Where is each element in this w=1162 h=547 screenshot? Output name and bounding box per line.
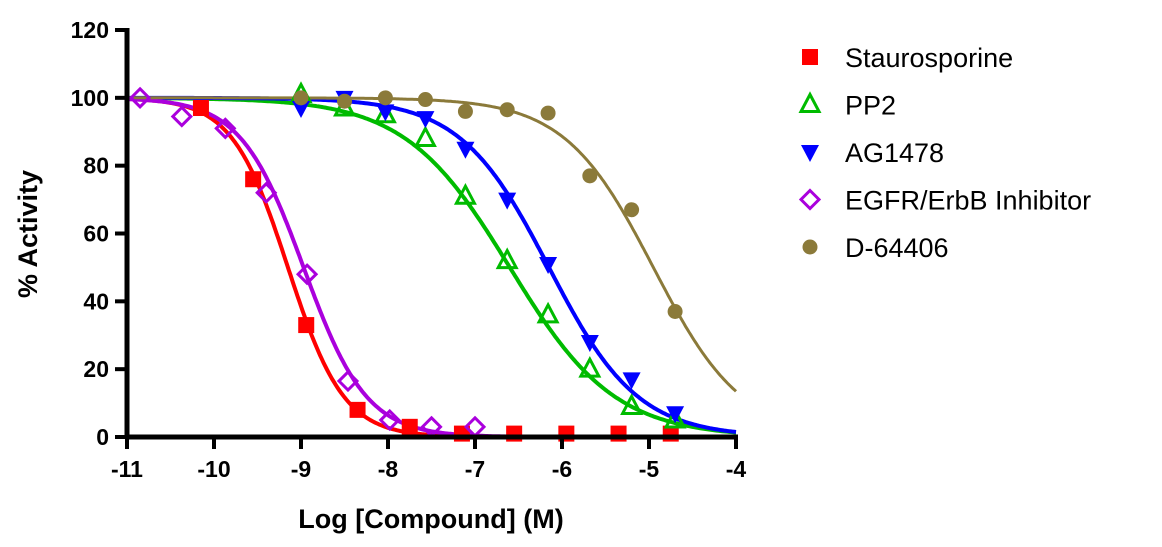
data-point [214,117,237,140]
x-tick-label: -11 [111,456,143,482]
data-point [622,372,641,390]
y-tick-label: 100 [71,85,109,111]
data-point [337,93,352,109]
data-point [453,182,477,205]
data-point [376,104,395,122]
data-point [536,301,560,324]
data-point [293,90,309,106]
legend-label: EGFR/ErbB Inhibitor [845,186,1091,216]
data-point [624,202,640,218]
y-tick-label: 20 [83,356,109,382]
legend-marker [798,188,822,211]
legend-label: Staurosporine [845,43,1013,73]
data-point [255,181,278,204]
data-point [663,406,687,429]
legend: Staurosporine PP2 AG1478 EGFR/ErbB Inhibito… [798,43,1091,263]
data-point [401,418,418,435]
axes: 0 20 40 60 80 100 120 -11 -10 -9 -8 -7 -6 -5 -4 [71,17,747,482]
data-point [349,401,366,418]
data-point [498,192,517,210]
data-point [377,90,393,106]
data-point [620,393,644,415]
data-point [292,101,310,119]
data-point [298,317,315,334]
x-tick-label: -10 [197,456,230,482]
data-point [373,101,397,124]
data-point [456,141,475,159]
legend-label: PP2 [845,91,896,121]
data-point [540,105,556,121]
x-axis-title: Log [Compound] (M) [298,504,563,534]
fit-curve [126,96,736,439]
data-point [457,103,473,119]
data-point [413,125,437,148]
legend-marker [798,91,822,113]
legend-marker [802,49,818,65]
y-tick-label: 80 [83,153,109,179]
x-tick-label: -8 [378,456,399,482]
data-point [295,263,319,286]
data-point [192,100,209,117]
x-tick-label: -4 [726,456,747,482]
x-tick-label: -6 [552,456,572,482]
legend-label: AG1478 [845,138,944,168]
data-point [417,92,433,108]
data-point [582,168,598,184]
fit-curve [127,97,736,439]
legend-marker [801,145,819,162]
data-point [580,335,599,353]
data-point [128,86,152,109]
data-point [416,111,435,129]
y-axis-title: % Activity [13,170,43,298]
data-point [667,304,683,320]
fit-curves [126,95,738,439]
data-point [170,105,193,128]
data-point [378,408,401,432]
data-point [666,406,685,424]
data-point [336,369,360,393]
y-tick-label: 40 [83,288,109,314]
fit-curve [127,96,737,435]
y-tick-label: 0 [96,424,109,450]
legend-marker [802,239,818,255]
fit-curve [127,95,737,434]
y-tick-label: 120 [71,17,109,43]
data-point [499,102,515,118]
data-point [495,247,519,270]
data-point [578,355,602,378]
x-tick-label: -5 [639,456,660,482]
x-tick-label: -9 [291,456,311,482]
y-tick-label: 60 [83,221,109,247]
data-point [245,171,262,188]
data-point [539,257,558,275]
legend-label: D-64406 [845,233,949,263]
x-tick-label: -7 [465,456,485,482]
